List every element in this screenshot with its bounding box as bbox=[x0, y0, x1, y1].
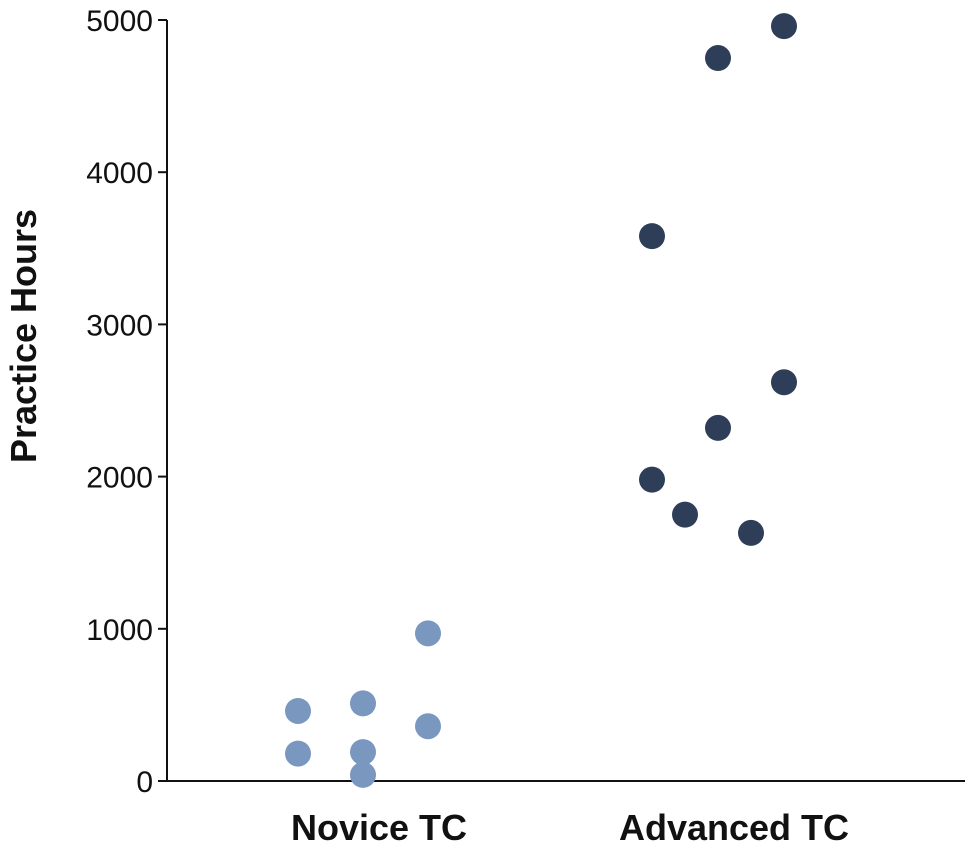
y-tick-label: 4000 bbox=[86, 157, 153, 190]
data-point bbox=[350, 761, 376, 788]
data-point bbox=[415, 620, 441, 647]
data-point bbox=[350, 690, 376, 717]
data-point bbox=[639, 223, 665, 250]
x-category-label: Advanced TC bbox=[619, 807, 849, 848]
y-axis-title: Practice Hours bbox=[3, 209, 44, 463]
data-point bbox=[639, 466, 665, 493]
data-point bbox=[705, 45, 731, 72]
data-point bbox=[285, 697, 311, 724]
data-point bbox=[771, 369, 797, 396]
data-point bbox=[350, 739, 376, 766]
y-tick-label: 1000 bbox=[86, 614, 153, 647]
y-tick-label: 5000 bbox=[86, 5, 153, 38]
data-points bbox=[285, 13, 797, 788]
y-tick-label: 0 bbox=[136, 766, 153, 799]
x-category-labels: Novice TC Advanced TC bbox=[291, 807, 849, 848]
data-point bbox=[672, 501, 698, 528]
y-tick-label: 2000 bbox=[86, 462, 153, 495]
y-tick-label: 3000 bbox=[86, 309, 153, 342]
data-point bbox=[738, 519, 764, 546]
x-category-label: Novice TC bbox=[291, 807, 467, 848]
data-point bbox=[705, 414, 731, 441]
data-point bbox=[415, 713, 441, 740]
data-point bbox=[285, 740, 311, 767]
y-ticks: 0 1000 2000 3000 4000 5000 bbox=[86, 5, 167, 799]
data-point bbox=[771, 13, 797, 40]
